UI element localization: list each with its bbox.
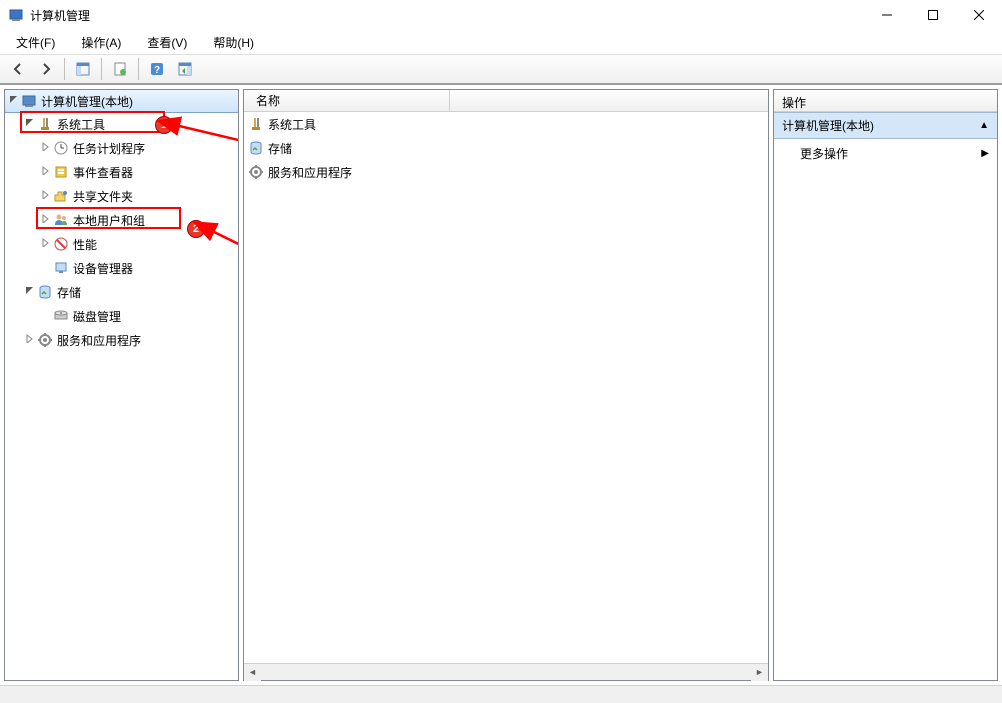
storage-icon bbox=[37, 284, 53, 300]
help-button[interactable]: ? bbox=[145, 57, 169, 81]
tree-toggle-icon[interactable] bbox=[37, 190, 53, 202]
tree-item-label: 任务计划程序 bbox=[73, 140, 149, 157]
tree-item[interactable]: 计算机管理(本地) bbox=[4, 89, 239, 113]
tree-item-label: 共享文件夹 bbox=[73, 188, 137, 205]
list-body[interactable]: 系统工具存储服务和应用程序 bbox=[244, 112, 768, 663]
actions-section-label: 计算机管理(本地) bbox=[782, 117, 874, 134]
toolbar: ? bbox=[0, 54, 1002, 84]
properties-button[interactable] bbox=[108, 57, 132, 81]
scroll-left-button[interactable]: ◄ bbox=[244, 664, 261, 681]
tree-item-label: 服务和应用程序 bbox=[57, 332, 145, 349]
scroll-right-button[interactable]: ► bbox=[751, 664, 768, 681]
tree-item[interactable]: 服务和应用程序 bbox=[5, 328, 238, 352]
toolbar-separator bbox=[101, 58, 102, 80]
column-header-name[interactable]: 名称 bbox=[250, 90, 450, 111]
svg-text:?: ? bbox=[154, 65, 160, 76]
list-item-label: 存储 bbox=[268, 140, 292, 157]
details-list-pane: 名称 系统工具存储服务和应用程序 ◄ ► bbox=[243, 89, 769, 681]
root-icon bbox=[21, 93, 37, 109]
actions-section-title[interactable]: 计算机管理(本地) ▲ bbox=[774, 112, 997, 139]
tree-toggle-icon[interactable] bbox=[21, 286, 37, 298]
minimize-button[interactable] bbox=[864, 0, 910, 30]
nav-forward-button[interactable] bbox=[34, 57, 58, 81]
tree-item[interactable]: 磁盘管理 bbox=[5, 304, 238, 328]
nav-back-button[interactable] bbox=[6, 57, 30, 81]
tree-item-label: 设备管理器 bbox=[73, 260, 137, 277]
tree-toggle-icon[interactable] bbox=[21, 334, 37, 346]
list-item[interactable]: 存储 bbox=[244, 136, 768, 160]
actions-pane: 操作 计算机管理(本地) ▲ 更多操作 ▶ bbox=[773, 89, 998, 681]
tree-item[interactable]: 设备管理器 bbox=[5, 256, 238, 280]
tree-item[interactable]: 任务计划程序 bbox=[5, 136, 238, 160]
tree-item-label: 事件查看器 bbox=[73, 164, 137, 181]
window-controls bbox=[864, 0, 1002, 30]
menu-view[interactable]: 查看(V) bbox=[141, 32, 193, 53]
actions-more[interactable]: 更多操作 ▶ bbox=[774, 139, 997, 168]
actions-more-label: 更多操作 bbox=[800, 145, 848, 162]
disk-icon bbox=[53, 308, 69, 324]
tools-icon bbox=[248, 116, 264, 132]
menu-bar: 文件(F) 操作(A) 查看(V) 帮助(H) bbox=[0, 30, 1002, 54]
tree-item[interactable]: 共享文件夹 bbox=[5, 184, 238, 208]
tree-toggle-icon[interactable] bbox=[37, 142, 53, 154]
menu-action[interactable]: 操作(A) bbox=[75, 32, 127, 53]
storage-icon bbox=[248, 140, 264, 156]
tree-toggle-icon[interactable] bbox=[37, 238, 53, 250]
tree-item-label: 计算机管理(本地) bbox=[41, 93, 137, 110]
tree-item-label: 性能 bbox=[73, 236, 101, 253]
perf-icon bbox=[53, 236, 69, 252]
users-icon bbox=[53, 212, 69, 228]
tree-item-label: 磁盘管理 bbox=[73, 308, 125, 325]
services-icon bbox=[248, 164, 264, 180]
list-header: 名称 bbox=[244, 90, 768, 112]
list-item[interactable]: 服务和应用程序 bbox=[244, 160, 768, 184]
tools-icon bbox=[37, 116, 53, 132]
shared-icon bbox=[53, 188, 69, 204]
list-item-label: 服务和应用程序 bbox=[268, 164, 352, 181]
tree-toggle-icon[interactable] bbox=[37, 214, 53, 226]
menu-file[interactable]: 文件(F) bbox=[10, 32, 61, 53]
event-icon bbox=[53, 164, 69, 180]
list-item-label: 系统工具 bbox=[268, 116, 316, 133]
status-bar bbox=[0, 685, 1002, 703]
close-button[interactable] bbox=[956, 0, 1002, 30]
maximize-button[interactable] bbox=[910, 0, 956, 30]
tree-item-label: 存储 bbox=[57, 284, 85, 301]
tree-item-label: 本地用户和组 bbox=[73, 212, 149, 229]
actions-header: 操作 bbox=[774, 90, 997, 112]
collapse-icon: ▲ bbox=[979, 120, 989, 131]
toolbar-separator bbox=[64, 58, 65, 80]
tree-item[interactable]: 性能 bbox=[5, 232, 238, 256]
list-item[interactable]: 系统工具 bbox=[244, 112, 768, 136]
tree-item-label: 系统工具 bbox=[57, 116, 109, 133]
tree-item[interactable]: 系统工具 bbox=[5, 112, 238, 136]
tree-item[interactable]: 存储 bbox=[5, 280, 238, 304]
title-bar: 计算机管理 bbox=[0, 0, 1002, 30]
clock-icon bbox=[53, 140, 69, 156]
submenu-arrow-icon: ▶ bbox=[981, 148, 989, 159]
device-icon bbox=[53, 260, 69, 276]
navigation-tree-pane[interactable]: 计算机管理(本地)系统工具1任务计划程序事件查看器共享文件夹本地用户和组2性能设… bbox=[4, 89, 239, 681]
menu-help[interactable]: 帮助(H) bbox=[207, 32, 260, 53]
app-icon bbox=[8, 7, 24, 23]
tree-item[interactable]: 事件查看器 bbox=[5, 160, 238, 184]
window-title: 计算机管理 bbox=[30, 7, 864, 24]
tree-toggle-icon[interactable] bbox=[37, 166, 53, 178]
tree-toggle-icon[interactable] bbox=[21, 118, 37, 130]
show-tree-button[interactable] bbox=[71, 57, 95, 81]
tree-item[interactable]: 本地用户和组 bbox=[5, 208, 238, 232]
tree-toggle-icon[interactable] bbox=[5, 95, 21, 107]
show-action-pane-button[interactable] bbox=[173, 57, 197, 81]
services-icon bbox=[37, 332, 53, 348]
toolbar-separator bbox=[138, 58, 139, 80]
horizontal-scrollbar[interactable]: ◄ ► bbox=[244, 663, 768, 680]
work-area: 计算机管理(本地)系统工具1任务计划程序事件查看器共享文件夹本地用户和组2性能设… bbox=[0, 84, 1002, 685]
